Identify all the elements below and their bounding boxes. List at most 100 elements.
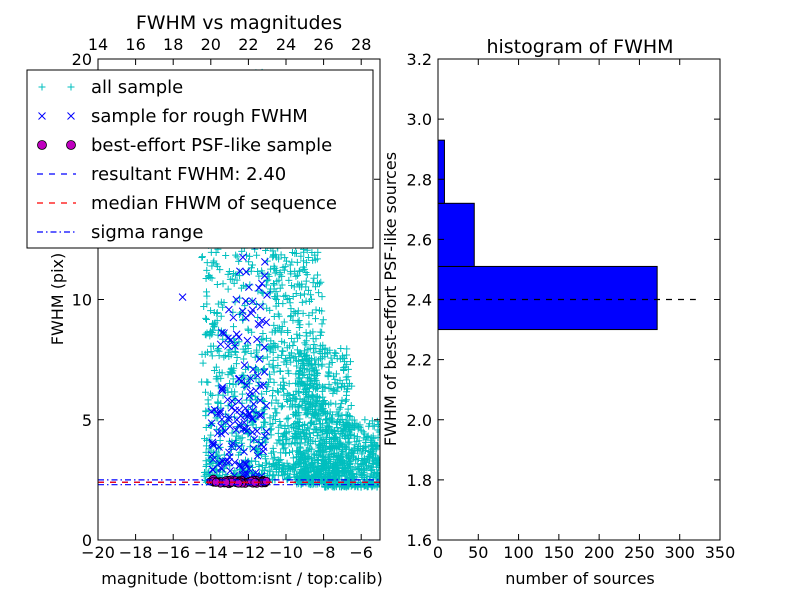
legend-label: all sample xyxy=(91,77,183,98)
point-all-sample xyxy=(319,316,327,324)
point-all-sample xyxy=(342,391,350,399)
point-all-sample xyxy=(276,367,284,375)
point-all-sample xyxy=(333,452,341,460)
point-all-sample xyxy=(316,479,324,487)
point-all-sample xyxy=(232,360,240,368)
point-all-sample xyxy=(271,416,279,424)
point-rough-sample xyxy=(229,313,238,322)
point-all-sample xyxy=(216,443,224,451)
point-rough-sample xyxy=(237,377,246,386)
point-all-sample xyxy=(308,414,316,422)
point-all-sample xyxy=(309,429,317,437)
point-all-sample xyxy=(281,263,289,271)
histogram-bar xyxy=(437,265,658,331)
point-all-sample xyxy=(331,349,339,357)
point-all-sample xyxy=(317,441,325,449)
point-all-sample xyxy=(230,279,238,287)
point-all-sample xyxy=(238,247,246,255)
point-all-sample xyxy=(293,480,301,488)
point-all-sample xyxy=(217,374,225,382)
point-rough-sample xyxy=(225,305,233,314)
point-all-sample xyxy=(206,273,214,281)
point-rough-sample xyxy=(259,443,268,452)
point-all-sample xyxy=(290,283,298,291)
point-all-sample xyxy=(278,402,286,410)
point-all-sample xyxy=(210,367,218,375)
point-all-sample xyxy=(335,468,343,476)
legend-marker xyxy=(38,112,46,120)
point-all-sample xyxy=(366,475,374,483)
point-rough-sample xyxy=(209,440,217,449)
point-all-sample xyxy=(343,345,351,353)
point-all-sample xyxy=(303,374,311,382)
point-all-sample xyxy=(218,369,226,377)
point-all-sample xyxy=(242,365,250,373)
point-all-sample xyxy=(207,348,215,356)
point-all-sample xyxy=(346,422,354,430)
point-rough-sample xyxy=(242,381,251,390)
point-rough-sample xyxy=(260,271,269,280)
point-all-sample xyxy=(219,303,227,311)
point-all-sample xyxy=(281,425,289,433)
point-all-sample xyxy=(343,453,351,461)
point-all-sample xyxy=(260,428,268,436)
histogram-plot-area xyxy=(437,139,696,331)
point-all-sample xyxy=(262,334,270,342)
point-all-sample xyxy=(224,270,232,278)
point-all-sample xyxy=(312,417,320,425)
point-all-sample xyxy=(367,449,375,457)
point-all-sample xyxy=(297,252,305,260)
point-all-sample xyxy=(210,257,218,265)
point-all-sample xyxy=(253,365,261,373)
point-all-sample xyxy=(279,445,287,453)
point-all-sample xyxy=(290,307,298,315)
point-rough-sample xyxy=(241,404,250,413)
histogram-bar xyxy=(437,139,445,204)
point-all-sample xyxy=(320,442,328,450)
point-all-sample xyxy=(279,374,287,382)
point-all-sample xyxy=(263,353,271,361)
point-all-sample xyxy=(293,474,301,482)
x-tick-label: −10 xyxy=(269,543,303,562)
point-all-sample xyxy=(308,460,316,468)
point-all-sample xyxy=(266,466,274,474)
y-tick-label: 10 xyxy=(72,291,92,310)
point-all-sample xyxy=(293,472,301,480)
point-all-sample xyxy=(204,272,212,280)
point-all-sample xyxy=(198,253,206,261)
point-all-sample xyxy=(213,280,221,288)
point-all-sample xyxy=(353,433,361,441)
point-all-sample xyxy=(341,443,349,451)
point-all-sample xyxy=(201,435,209,443)
point-all-sample xyxy=(236,448,244,456)
point-all-sample xyxy=(286,353,294,361)
point-all-sample xyxy=(231,298,239,306)
point-all-sample xyxy=(327,450,335,458)
point-rough-sample xyxy=(225,458,234,466)
point-all-sample xyxy=(292,453,300,461)
point-rough-sample xyxy=(224,342,232,350)
point-all-sample xyxy=(284,422,292,430)
point-all-sample xyxy=(279,385,287,393)
point-all-sample xyxy=(270,313,278,321)
point-rough-sample xyxy=(249,400,258,408)
point-all-sample xyxy=(311,426,319,434)
point-all-sample xyxy=(302,341,310,349)
point-all-sample xyxy=(263,257,271,265)
histogram-title: histogram of FWHM xyxy=(486,36,673,58)
point-all-sample xyxy=(323,483,331,491)
point-all-sample xyxy=(335,455,343,463)
point-all-sample xyxy=(202,315,210,323)
y-tick-label: 1.8 xyxy=(407,471,432,490)
point-all-sample xyxy=(241,348,249,356)
point-all-sample xyxy=(320,396,328,404)
point-rough-sample xyxy=(231,342,239,350)
point-all-sample xyxy=(292,424,300,432)
y-tick-label: 2.4 xyxy=(407,291,432,310)
point-all-sample xyxy=(232,348,240,356)
point-all-sample xyxy=(284,469,292,477)
y-tick-label: 2.6 xyxy=(407,230,432,249)
point-all-sample xyxy=(254,438,262,446)
point-all-sample xyxy=(206,332,214,340)
point-all-sample xyxy=(340,420,348,428)
